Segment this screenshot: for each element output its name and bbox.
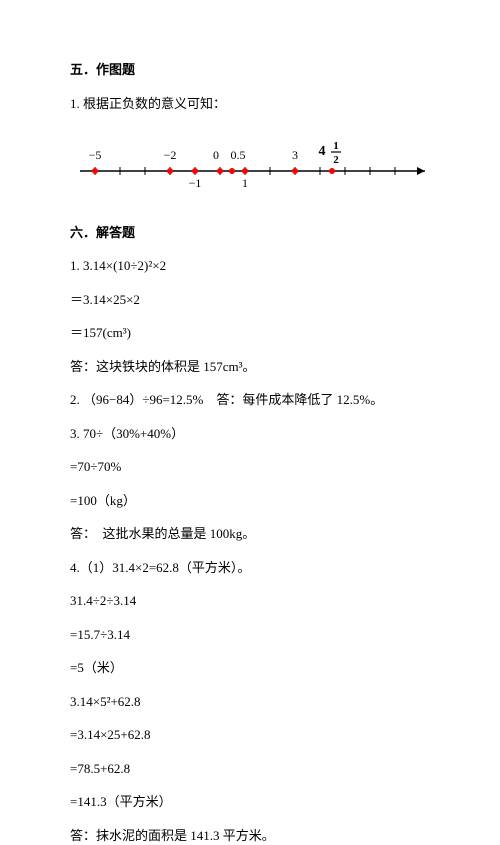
- svg-text:4: 4: [319, 144, 326, 159]
- number-line-svg: −5−2−100.513412: [70, 127, 440, 197]
- section5-heading: 五．作图题: [70, 60, 430, 80]
- solution-line: =100（kg）: [70, 491, 430, 511]
- solution-line: 3. 70÷（30%+40%）: [70, 424, 430, 444]
- solution-line: =141.3（平方米）: [70, 792, 430, 812]
- solution-line: =5（米）: [70, 658, 430, 678]
- solution-line: ＝3.14×25×2: [70, 290, 430, 310]
- svg-text:3: 3: [292, 148, 298, 162]
- solution-line: 1. 3.14×(10÷2)²×2: [70, 256, 430, 276]
- solution-line: 2. （96−84）÷96=12.5% 答：每件成本降低了 12.5%。: [70, 390, 430, 410]
- section5-q1: 1. 根据正负数的意义可知：: [70, 94, 430, 114]
- solution-line: 答：这块铁块的体积是 157cm³。: [70, 357, 430, 377]
- solution-line: ＝157(cm³): [70, 323, 430, 343]
- solution-line: 答：抹水泥的面积是 141.3 平方米。: [70, 826, 430, 845]
- section6-heading: 六．解答题: [70, 223, 430, 243]
- solution-line: 答： 这批水果的总量是 100kg。: [70, 524, 430, 544]
- svg-text:0: 0: [213, 148, 219, 162]
- svg-text:−5: −5: [89, 148, 102, 162]
- solution-line: =15.7÷3.14: [70, 625, 430, 645]
- svg-text:−1: −1: [189, 176, 202, 190]
- svg-text:1: 1: [242, 176, 248, 190]
- solution-line: 3.14×5²+62.8: [70, 692, 430, 712]
- svg-text:0.5: 0.5: [231, 148, 246, 162]
- number-line-figure: −5−2−100.513412: [70, 127, 430, 203]
- svg-text:2: 2: [333, 154, 339, 166]
- solution-line: =70÷70%: [70, 457, 430, 477]
- svg-text:−2: −2: [164, 148, 177, 162]
- svg-text:1: 1: [333, 140, 339, 152]
- solution-line: =78.5+62.8: [70, 759, 430, 779]
- solution-line: =3.14×25+62.8: [70, 725, 430, 745]
- solution-line: 31.4÷2÷3.14: [70, 591, 430, 611]
- solution-line: 4.（1）31.4×2=62.8（平方米）。: [70, 558, 430, 578]
- section6-lines: 1. 3.14×(10÷2)²×2 ＝3.14×25×2 ＝157(cm³) 答：这块…: [70, 256, 430, 845]
